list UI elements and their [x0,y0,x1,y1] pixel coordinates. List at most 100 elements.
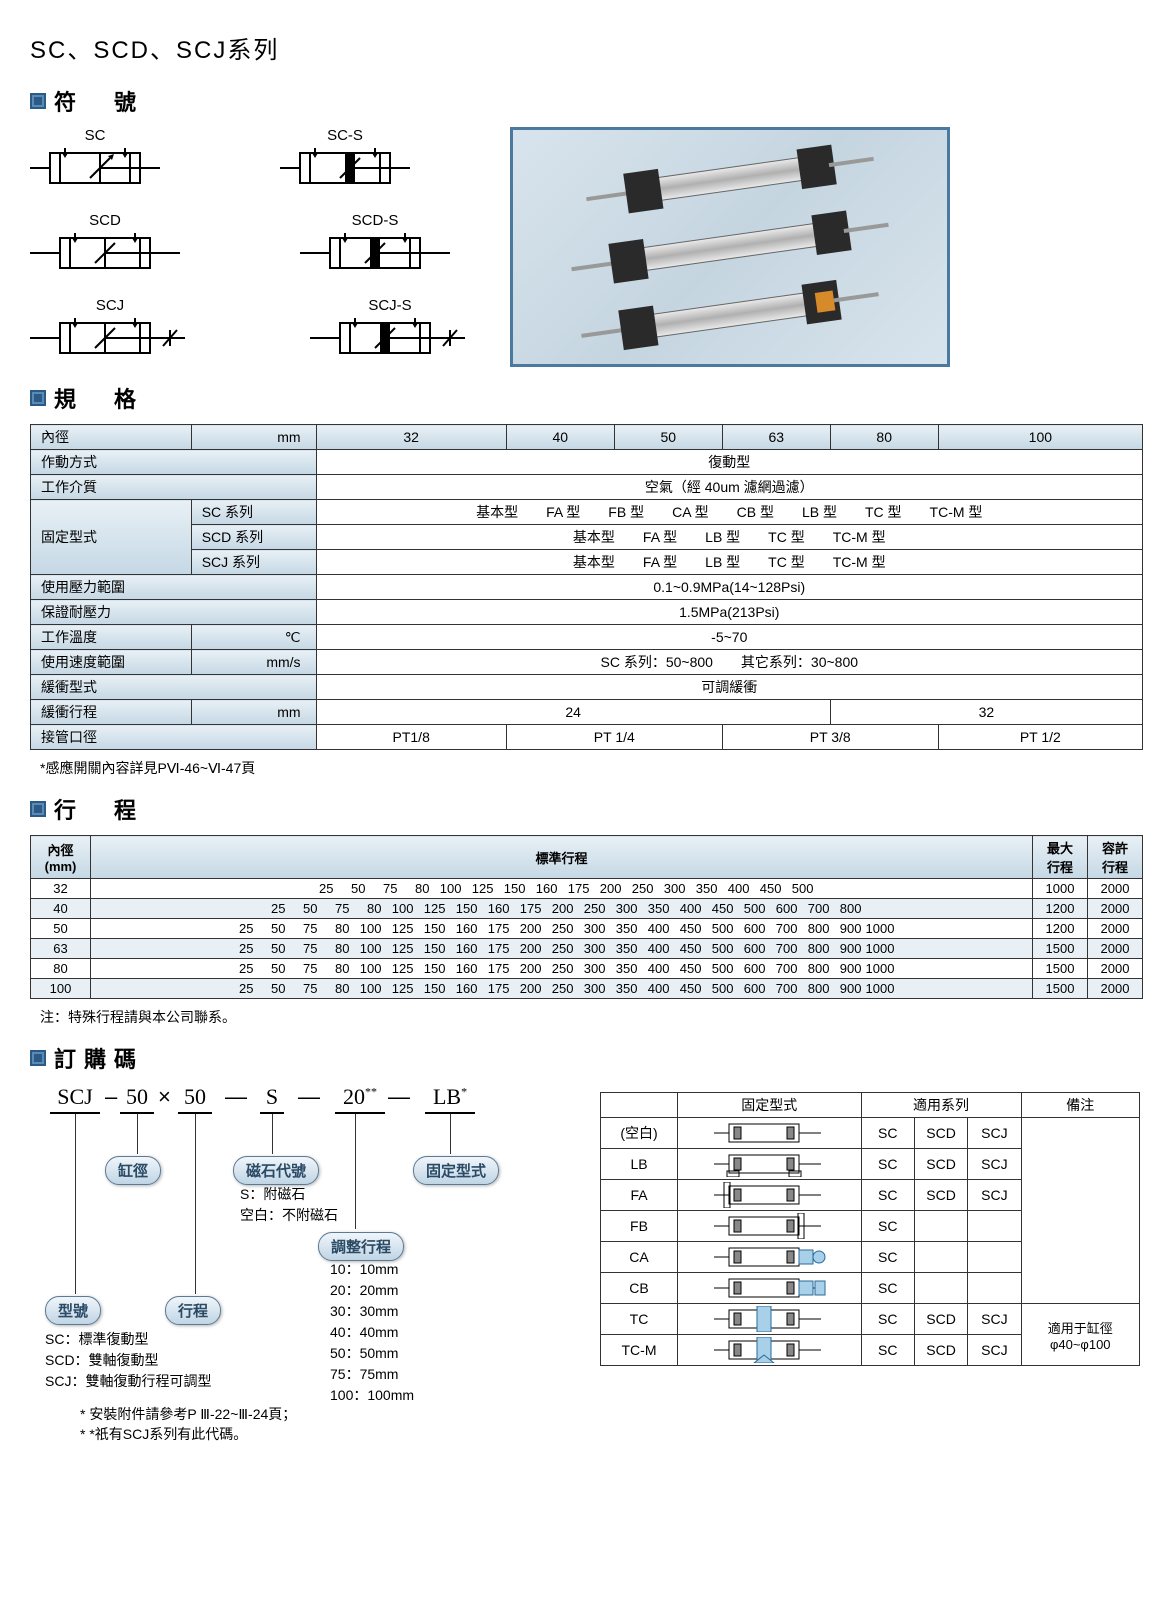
mount-row-series [914,1242,967,1273]
spec-proof-label: 保證耐壓力 [31,600,317,625]
spec-mount-scd-label: SCD 系列 [191,525,316,550]
symbol-scd-icon [30,233,180,273]
mount-row-code: CA [601,1242,678,1273]
symbol-sc: SC [30,127,160,192]
symbol-scd-s: SCD-S [300,212,450,277]
spec-proof-value: 1.5MPa(213Psi) [316,600,1142,625]
order-part-mount: LB* [425,1084,475,1114]
spec-speed-value: SC 系列：50~800 其它系列：30~800 [316,650,1142,675]
mount-row-code: TC-M [601,1335,678,1366]
mount-row-series: SC [861,1211,914,1242]
stroke-header-allow: 容許 行程 [1088,836,1143,879]
spec-mount-group-label: 固定型式 [31,500,192,575]
mount-table: 固定型式 適用系列 備注 (空白)SCSCDSCJLBSCSCDSCJFASCS… [600,1092,1140,1366]
spec-speed-label: 使用速度範圍 [31,650,192,675]
mount-row-series: SCJ [968,1149,1021,1180]
section-stroke-title: 行 程 [54,793,144,825]
product-image [510,127,950,367]
spec-mount-sc-value: 基本型 FA 型 FB 型 CA 型 CB 型 LB 型 TC 型 TC-M 型 [316,500,1142,525]
spec-row-medium-label: 工作介質 [31,475,317,500]
spec-header-label: 內徑 [31,425,192,450]
spec-buffstroke-v2: 32 [830,700,1142,725]
symbol-sc-s: SC-S [280,127,410,192]
order-part-model: SCJ [50,1084,100,1114]
mount-row-code: FA [601,1180,678,1211]
spec-mount-sc-label: SC 系列 [191,500,316,525]
stroke-row-dia: 40 [31,899,91,919]
mount-row-code: CB [601,1273,678,1304]
stroke-row-dia: 100 [31,979,91,999]
spec-port-2: PT 3/8 [722,725,938,750]
spec-header-unit: mm [191,425,316,450]
section-marker-icon [30,390,46,406]
mount-row-icon [678,1149,862,1180]
stroke-row-dia: 32 [31,879,91,899]
order-part-magnet: S [260,1084,284,1114]
stroke-row-max: 1500 [1033,939,1088,959]
spec-dia-3: 63 [722,425,830,450]
mount-row-code: LB [601,1149,678,1180]
spec-port-0: PT1/8 [316,725,506,750]
mount-row-series: SCD [914,1180,967,1211]
mount-row-series: SCJ [968,1118,1021,1149]
stroke-row-allow: 2000 [1088,939,1143,959]
symbol-scds-icon [300,233,450,273]
order-part-bore: 50 [120,1084,154,1114]
mount-row-icon [678,1118,862,1149]
stroke-row-values: 2550758010012515016017520025030035040045… [91,879,1033,899]
section-spec-title: 規 格 [54,382,144,414]
bubble-magnet: 磁石代號 [233,1156,319,1185]
stroke-row-values: 2550758010012515016017520025030035040045… [91,979,1033,999]
stroke-footnote: 注：特殊行程請與本公司聯系。 [40,1007,1143,1027]
mount-row-series: SC [861,1118,914,1149]
mount-row-series: SC [861,1304,914,1335]
mount-row-series: SCD [914,1335,967,1366]
spec-buffstroke-label: 緩衝行程 [31,700,192,725]
section-stroke-header: 行 程 [30,793,1143,825]
mount-row-series: SCJ [968,1335,1021,1366]
section-marker-icon [30,1050,46,1066]
mount-row-series [914,1211,967,1242]
spec-mount-scj-label: SCJ 系列 [191,550,316,575]
mount-row-series: SC [861,1242,914,1273]
stroke-row-allow: 2000 [1088,879,1143,899]
spec-cushion-value: 可調緩衝 [316,675,1142,700]
spec-port-3: PT 1/2 [938,725,1142,750]
stroke-row-allow: 2000 [1088,959,1143,979]
symbol-scd: SCD [30,212,180,277]
spec-speed-unit: mm/s [191,650,316,675]
order-part-stroke: 50 [178,1084,212,1114]
mount-row-icon [678,1180,862,1211]
symbol-scs-icon [280,148,410,188]
mount-row-series: SCJ [968,1180,1021,1211]
mount-row-series: SC [861,1149,914,1180]
mount-row-series: SC [861,1273,914,1304]
spec-dia-0: 32 [316,425,506,450]
mount-row-icon [678,1242,862,1273]
stroke-row-dia: 63 [31,939,91,959]
magnet-note: S：附磁石 空白：不附磁石 [240,1184,338,1226]
symbol-sc-icon [30,148,160,188]
mount-row-series: SC [861,1180,914,1211]
order-footnote-0: * 安裝附件請參考P Ⅲ-22~Ⅲ-24頁； [80,1404,296,1425]
symbols-row: SC SC-S [30,127,1143,367]
stroke-header-dia: 內徑 (mm) [31,836,91,879]
spec-row-medium-value: 空氣（經 40um 濾網過濾） [316,475,1142,500]
stroke-row-values: 2550758010012515016017520025030035040045… [91,939,1033,959]
stroke-row-max: 1500 [1033,979,1088,999]
stroke-row-allow: 2000 [1088,919,1143,939]
mount-row-series [968,1273,1021,1304]
symbol-scjs-icon [310,318,470,358]
spec-port-1: PT 1/4 [506,725,722,750]
spec-dia-5: 100 [938,425,1142,450]
mount-row-icon [678,1335,862,1366]
adjust-note: 10：10mm 20：20mm 30：30mm 40：40mm 50：50mm … [330,1259,414,1406]
spec-table: 內徑 mm 32 40 50 63 80 100 作動方式復動型 工作介質空氣（… [30,424,1143,750]
mount-row-code: (空白) [601,1118,678,1149]
spec-port-label: 接管口徑 [31,725,317,750]
spec-footnote: *感應開關內容詳見PⅥ-46~Ⅵ-47頁 [40,758,1143,778]
section-marker-icon [30,93,46,109]
mount-row-code: TC [601,1304,678,1335]
page-title: SC、SCD、SCJ系列 [30,30,1143,65]
bubble-stroke: 行程 [165,1296,221,1325]
